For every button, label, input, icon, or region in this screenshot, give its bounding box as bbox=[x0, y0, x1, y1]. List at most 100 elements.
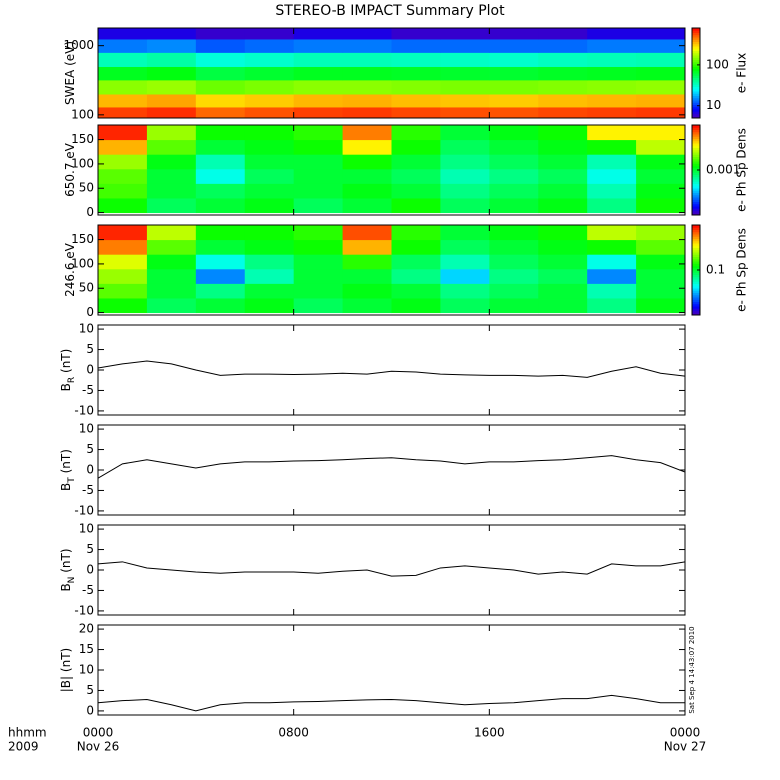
panel-frame bbox=[97, 224, 686, 316]
heat-cell bbox=[195, 38, 246, 53]
heat-cell bbox=[293, 268, 344, 284]
colorbar-swatch bbox=[692, 55, 700, 58]
colorbar-swatch bbox=[692, 30, 700, 33]
colorbar-swatch bbox=[692, 145, 700, 148]
y-label-main: B bbox=[59, 383, 73, 391]
colorbar-swatch bbox=[692, 254, 700, 257]
y-tick-label: 10 bbox=[79, 322, 94, 336]
heat-cell bbox=[146, 66, 197, 81]
heat-cell bbox=[391, 38, 441, 53]
heat-cell bbox=[391, 79, 441, 95]
colorbar-label: e- Ph Sp Dens bbox=[735, 228, 749, 312]
heat-cell bbox=[98, 28, 148, 40]
heat-cell bbox=[146, 197, 197, 214]
colorbar-swatch bbox=[692, 134, 700, 137]
heat-cell bbox=[98, 79, 148, 95]
colorbar-swatch bbox=[692, 179, 700, 182]
colorbar-swatch bbox=[692, 73, 700, 76]
colorbar-swatch bbox=[692, 84, 700, 87]
colorbar-swatch bbox=[692, 37, 700, 40]
y-label-subscript: R bbox=[67, 377, 77, 383]
heat-cell bbox=[391, 168, 441, 184]
heat-cell bbox=[195, 106, 246, 118]
heat-cell bbox=[195, 254, 246, 270]
colorbar-swatch bbox=[692, 247, 700, 251]
heat-cell bbox=[244, 254, 295, 270]
heat-cell bbox=[98, 66, 148, 81]
heat-cell bbox=[293, 197, 344, 214]
panel bbox=[98, 561, 685, 577]
heat-cell bbox=[342, 225, 392, 241]
heat-cell bbox=[244, 183, 295, 199]
colorbar-tick-label: 100 bbox=[706, 57, 729, 71]
heat-cell bbox=[587, 183, 637, 199]
heat-cell bbox=[538, 254, 588, 270]
colorbar-swatch bbox=[692, 28, 700, 31]
y-axis-label: 246.6 eV bbox=[63, 242, 77, 297]
timestamp: Sat Sep 4 14:43:07 2010 bbox=[688, 626, 696, 713]
colorbar-swatch bbox=[692, 131, 700, 135]
heat-cell bbox=[244, 106, 295, 118]
y-tick-label: 10 bbox=[79, 663, 94, 677]
heat-cell bbox=[342, 125, 392, 141]
colorbar-swatch bbox=[692, 188, 700, 191]
colorbar-swatch bbox=[692, 208, 700, 211]
heat-cell bbox=[391, 225, 441, 241]
heat-cell bbox=[636, 66, 685, 81]
colorbar-swatch bbox=[692, 48, 700, 51]
heat-cell bbox=[587, 28, 637, 40]
colorbar-tick-label: 0.1 bbox=[706, 263, 725, 277]
heat-cell bbox=[440, 28, 490, 40]
heat-cell bbox=[293, 52, 344, 67]
heat-cell bbox=[98, 225, 148, 241]
heat-cell bbox=[98, 283, 148, 299]
heat-cell bbox=[342, 239, 392, 255]
heat-cell bbox=[440, 268, 490, 284]
colorbar-swatch bbox=[692, 32, 700, 36]
heat-cell bbox=[636, 94, 685, 108]
panel bbox=[98, 125, 685, 214]
heat-cell bbox=[489, 38, 539, 53]
heat-cell bbox=[538, 125, 588, 141]
heat-cell bbox=[391, 66, 441, 81]
heat-cell bbox=[489, 94, 539, 108]
heat-cell bbox=[489, 225, 539, 241]
heat-cell bbox=[342, 52, 392, 67]
heat-cell bbox=[98, 139, 148, 155]
colorbar-swatch bbox=[692, 199, 700, 202]
heat-cell bbox=[244, 79, 295, 95]
heat-cell bbox=[195, 125, 246, 141]
heat-cell bbox=[293, 297, 344, 314]
heat-cell bbox=[342, 183, 392, 199]
panel-frame bbox=[97, 424, 686, 516]
colorbar-swatch bbox=[692, 190, 700, 193]
heat-cell bbox=[342, 283, 392, 299]
y-tick-label: -10 bbox=[74, 503, 94, 517]
y-tick-label: 150 bbox=[71, 232, 94, 246]
colorbar-swatch bbox=[692, 210, 700, 214]
colorbar-swatch bbox=[692, 109, 700, 112]
heat-cell bbox=[293, 183, 344, 199]
heat-cell bbox=[391, 106, 441, 118]
heat-cell bbox=[342, 79, 392, 95]
heat-cell bbox=[146, 297, 197, 314]
heat-cell bbox=[293, 94, 344, 108]
colorbar-swatch bbox=[692, 297, 700, 300]
heat-cell bbox=[440, 125, 490, 141]
colorbar-tick-label: 0.001 bbox=[706, 163, 740, 177]
y-label-unit: (nT) bbox=[59, 648, 73, 672]
y-tick-label: 100 bbox=[71, 156, 94, 170]
heat-cell bbox=[98, 52, 148, 67]
heat-cell bbox=[538, 197, 588, 214]
colorbar-swatch bbox=[692, 111, 700, 114]
colorbar-swatch bbox=[692, 272, 700, 275]
panel bbox=[98, 694, 685, 712]
colorbar-swatch bbox=[692, 127, 700, 130]
colorbar-swatch bbox=[692, 59, 700, 63]
heat-cell bbox=[244, 197, 295, 214]
heat-cell bbox=[342, 106, 392, 118]
colorbar-swatch bbox=[692, 82, 700, 85]
colorbar-swatch bbox=[692, 66, 700, 69]
heat-cell bbox=[391, 268, 441, 284]
heat-cell bbox=[98, 197, 148, 214]
